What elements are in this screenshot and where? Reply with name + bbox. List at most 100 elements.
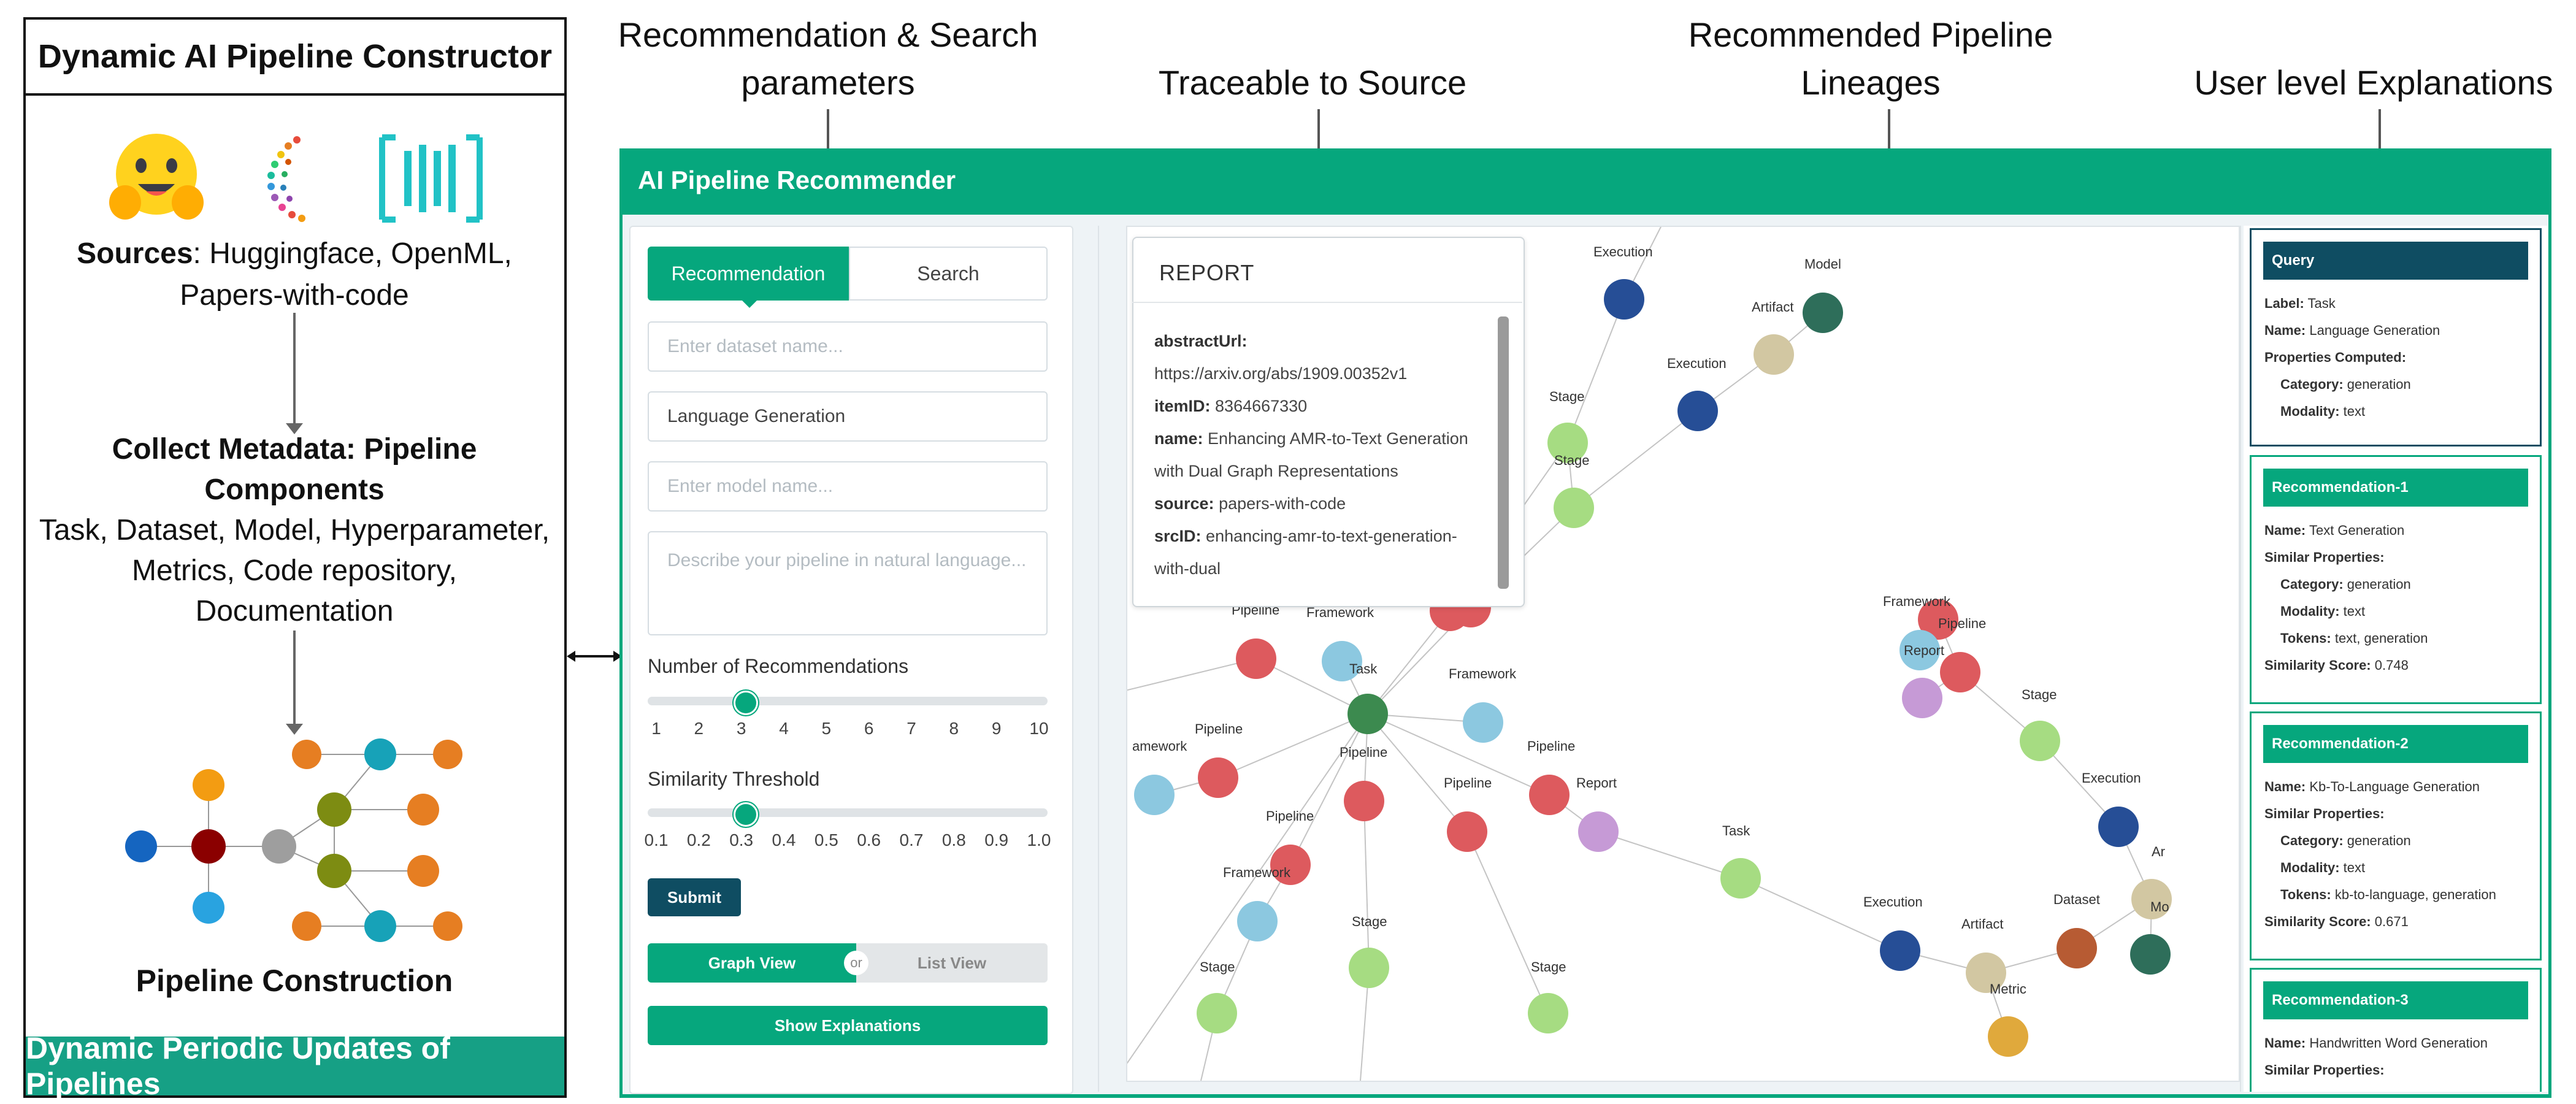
sources-list: : Huggingface, OpenML, Papers-with-code bbox=[180, 237, 512, 312]
slider-tick-label: 1 bbox=[651, 719, 661, 738]
similarity-threshold-track[interactable] bbox=[648, 808, 1048, 817]
explanation-key: Modality: bbox=[2280, 404, 2340, 419]
report-field[interactable]: https://arxiv.org/abs/1909.00352v1 bbox=[1154, 358, 1498, 390]
report-field: source: papers-with-code bbox=[1154, 488, 1498, 520]
graph-node-stage[interactable] bbox=[2020, 721, 2060, 761]
slider-tick-label: 9 bbox=[991, 719, 1002, 738]
graph-node-stage[interactable] bbox=[1197, 993, 1237, 1033]
graph-node-stage[interactable] bbox=[1349, 948, 1389, 988]
report-field: abstractUrl: bbox=[1154, 325, 1498, 358]
graph-node-pipeline[interactable] bbox=[1198, 757, 1238, 798]
pipeline-lineage-graph[interactable]: Execution Model Artifact Execution Stage Stag… bbox=[1126, 226, 2240, 1082]
graph-node-stage[interactable] bbox=[1720, 858, 1761, 899]
slider-tick-label: 7 bbox=[907, 719, 916, 738]
graph-node-artifact[interactable] bbox=[1754, 334, 1794, 375]
graph-node-pipeline[interactable] bbox=[1529, 775, 1570, 815]
tab-recommendation[interactable]: Recommendation bbox=[648, 247, 849, 301]
report-key: source: bbox=[1154, 494, 1214, 513]
graph-node-execution[interactable] bbox=[2098, 807, 2139, 847]
annotation-explanations: User level Explanations bbox=[2194, 63, 2553, 102]
arrow-head-icon bbox=[286, 423, 303, 434]
submit-button[interactable]: Submit bbox=[648, 878, 741, 916]
report-url-link[interactable]: https://arxiv.org/abs/1909.00352v1 bbox=[1154, 364, 1408, 383]
explanation-key: Modality: bbox=[2280, 860, 2340, 875]
graph-node-artifact[interactable] bbox=[2131, 879, 2172, 919]
graph-node-pipeline[interactable] bbox=[1447, 811, 1487, 852]
slider-tick-label: 0.2 bbox=[686, 830, 711, 849]
similarity-threshold-knob[interactable] bbox=[734, 802, 758, 827]
dataset-input[interactable]: Enter dataset name... bbox=[648, 321, 1048, 372]
graph-node-label: amework bbox=[1132, 738, 1187, 754]
show-explanations-button[interactable]: Show Explanations bbox=[648, 1006, 1048, 1045]
flow-arrow bbox=[293, 631, 296, 729]
graph-node-stage[interactable] bbox=[1554, 488, 1594, 528]
explanation-line: Modality: text bbox=[2280, 404, 2365, 420]
task-input[interactable]: Language Generation bbox=[648, 391, 1048, 442]
graph-node-metric[interactable] bbox=[1988, 1016, 2028, 1057]
graph-node-execution[interactable] bbox=[1880, 930, 1920, 971]
graph-node-pipeline[interactable] bbox=[1918, 599, 1958, 640]
graph-node-pipeline[interactable] bbox=[1270, 845, 1311, 885]
graph-node-execution[interactable] bbox=[1677, 391, 1718, 431]
slider-tick-label: 8 bbox=[949, 719, 959, 738]
explanation-value: generation bbox=[2343, 577, 2411, 592]
graph-node-report[interactable] bbox=[1902, 678, 1942, 718]
explanation-line: Category: generation bbox=[2280, 377, 2411, 393]
graph-node-report[interactable] bbox=[1578, 811, 1619, 852]
graph-node-label: Stage bbox=[1200, 959, 1235, 975]
explanations-divider bbox=[2240, 226, 2241, 1092]
graph-node-stage[interactable] bbox=[1547, 423, 1588, 463]
graph-node-pipeline[interactable] bbox=[1236, 638, 1276, 679]
constructor-title: Dynamic AI Pipeline Constructor bbox=[23, 17, 567, 96]
graph-node-framework[interactable] bbox=[1237, 901, 1278, 941]
graph-node-task[interactable] bbox=[1347, 694, 1388, 734]
graph-view-toggle[interactable]: Graph View bbox=[648, 943, 856, 983]
model-input[interactable]: Enter model name... bbox=[648, 461, 1048, 512]
graph-node-dataset[interactable] bbox=[2057, 928, 2097, 968]
list-view-toggle[interactable]: List View bbox=[856, 943, 1048, 983]
graph-node-label: Pipeline bbox=[1938, 616, 1986, 631]
tab-search[interactable]: Search bbox=[849, 247, 1048, 301]
report-value: with Dual Graph Representations bbox=[1154, 462, 1398, 480]
graph-node-framework[interactable] bbox=[1463, 702, 1503, 743]
explanation-line: Tokens: text, generation bbox=[2280, 631, 2428, 646]
graph-node-framework[interactable] bbox=[1322, 641, 1362, 681]
recommendation-1-header: Recommendation-1 bbox=[2263, 469, 2528, 507]
graph-node-framework[interactable] bbox=[1134, 775, 1175, 815]
graph-node-label: Execution bbox=[1667, 356, 1727, 371]
graph-node-model[interactable] bbox=[2130, 934, 2171, 975]
graph-node-label: Model bbox=[1804, 256, 1841, 272]
graph-node-execution[interactable] bbox=[1604, 279, 1644, 320]
graph-edge bbox=[1573, 410, 1698, 508]
slider-tick-label: 0.8 bbox=[941, 830, 966, 849]
explanation-key: Name: bbox=[2264, 1035, 2306, 1051]
explanation-key: Properties Computed: bbox=[2264, 350, 2407, 365]
num-recommendations-track[interactable] bbox=[648, 697, 1048, 705]
graph-node-pipeline[interactable] bbox=[1940, 652, 1980, 692]
explanation-line: Similarity Score: 0.748 bbox=[2264, 657, 2409, 673]
report-field: srcID: enhancing-amr-to-text-generation- bbox=[1154, 520, 1498, 553]
graph-node-artifact[interactable] bbox=[1966, 953, 2006, 993]
natural-language-textarea[interactable]: Describe your pipeline in natural langua… bbox=[648, 531, 1048, 635]
recommendation-2-header: Recommendation-2 bbox=[2263, 725, 2528, 763]
graph-node-label: Pipeline bbox=[1444, 775, 1492, 791]
explanation-line: Similarity Score: 0.671 bbox=[2264, 914, 2409, 930]
report-body: abstractUrl: https://arxiv.org/abs/1909.… bbox=[1154, 325, 1498, 585]
report-scrollbar[interactable] bbox=[1498, 316, 1509, 589]
report-key: name: bbox=[1154, 429, 1203, 448]
graph-node-label: Framework bbox=[1306, 605, 1374, 620]
graph-node-model[interactable] bbox=[1803, 293, 1843, 333]
num-recommendations-knob[interactable] bbox=[734, 691, 758, 715]
graph-node-label: Task bbox=[1349, 661, 1378, 677]
graph-node-pipeline[interactable] bbox=[1344, 781, 1384, 821]
slider-tick-label: 0.9 bbox=[984, 830, 1009, 849]
graph-canvas[interactable]: Execution Model Artifact Execution Stage Stag… bbox=[1127, 227, 2239, 1081]
graph-edge bbox=[1367, 713, 1468, 832]
slider-tick-label: 0.3 bbox=[729, 830, 754, 849]
graph-node-stage[interactable] bbox=[1528, 993, 1568, 1033]
explanation-value: text bbox=[2339, 604, 2366, 619]
explanation-line: Category: generation bbox=[2280, 833, 2411, 849]
graph-edge bbox=[1466, 831, 1549, 1014]
app-bottom-border bbox=[619, 1094, 2551, 1098]
graph-node-framework[interactable] bbox=[1899, 630, 1940, 670]
